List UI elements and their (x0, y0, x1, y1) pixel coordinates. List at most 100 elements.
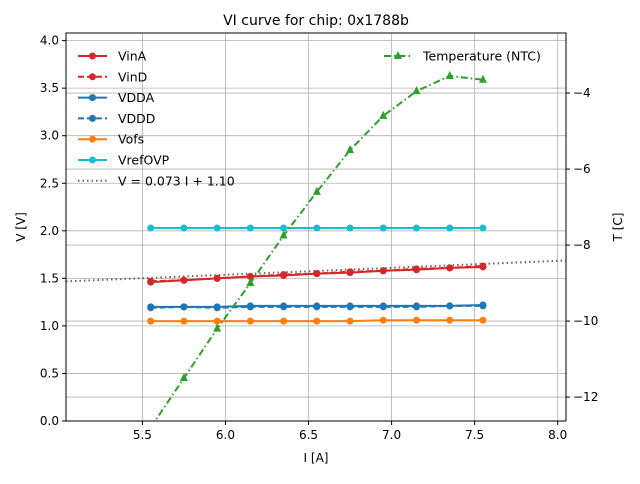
series-vddd (147, 302, 487, 312)
x-tick-label: 7.0 (382, 428, 401, 442)
data-point (412, 316, 420, 324)
data-point (312, 186, 321, 195)
data-point (246, 278, 255, 287)
legend-item: Vofs (78, 132, 144, 147)
data-point (479, 316, 487, 324)
data-point (379, 316, 387, 324)
data-point (394, 51, 402, 59)
data-point (478, 74, 487, 83)
plot-frame (65, 32, 567, 422)
data-point (89, 52, 96, 60)
y-tick-label: 0.0 (40, 414, 59, 428)
legend-item: VDDA (78, 90, 155, 105)
legend-label: V = 0.073 I + 1.10 (118, 173, 235, 188)
data-point (180, 276, 188, 284)
data-point (180, 317, 188, 325)
data-point (446, 224, 454, 232)
legend-item: Temperature (NTC) (384, 49, 541, 64)
chart-title: VI curve for chip: 0x1788b (223, 13, 409, 29)
legend-left: VinA VinD VDDA VDDD Vofs VrefOVP V = 0.073 I +… (78, 49, 235, 188)
legend-label: VrefOVP (118, 153, 170, 168)
data-point (246, 224, 254, 232)
data-point (412, 224, 420, 232)
x-tick-label: 8.0 (548, 428, 567, 442)
data-point (412, 265, 420, 273)
y-axis-right: −12 −10 −8 −6 −4 (566, 86, 598, 404)
y-tick-label: 2.0 (40, 224, 59, 238)
x-tick-label: 5.5 (133, 428, 152, 442)
y2-tick-label: −8 (573, 238, 591, 252)
data-point (89, 94, 96, 102)
data-point (179, 373, 188, 382)
data-point (180, 224, 188, 232)
legend-item: VDDD (78, 111, 155, 126)
data-point (246, 272, 254, 280)
legend-item: VinD (78, 69, 147, 84)
data-point (280, 303, 288, 311)
y2-tick-label: −10 (573, 314, 598, 328)
data-point (279, 230, 288, 239)
legend-label: Vofs (118, 132, 144, 147)
data-point (379, 224, 387, 232)
legend-item: VrefOVP (78, 153, 170, 168)
x-tick-label: 7.5 (465, 428, 484, 442)
x-axis-label: I [A] (304, 451, 329, 465)
data-point (89, 135, 96, 143)
legend-label: VDDA (118, 90, 155, 105)
series-temperature-ntc- (153, 70, 487, 421)
data-point (213, 274, 221, 282)
data-point (147, 277, 155, 285)
data-point (346, 303, 354, 311)
legend-right: Temperature (NTC) (384, 49, 541, 64)
y-tick-label: 0.5 (40, 366, 59, 380)
y-axis-left: 0.0 0.5 1.0 1.5 2.0 2.5 3.0 3.5 4.0 (40, 34, 66, 428)
legend-label: VDDD (118, 111, 155, 126)
legend-item: V = 0.073 I + 1.10 (78, 173, 235, 188)
data-point (313, 317, 321, 325)
x-axis: 5.5 6.0 6.5 7.0 7.5 8.0 (133, 421, 567, 442)
data-point (446, 316, 454, 324)
y-tick-label: 1.5 (40, 271, 59, 285)
data-point (147, 224, 155, 232)
y-tick-label: 3.5 (40, 81, 59, 95)
data-point (412, 303, 420, 311)
data-point (446, 264, 454, 272)
data-point (89, 114, 96, 122)
y-axis-label: V [V] (14, 212, 28, 242)
data-point (479, 224, 487, 232)
data-point (445, 70, 454, 79)
data-point (89, 73, 96, 81)
data-point (147, 317, 155, 325)
data-point (213, 317, 221, 325)
series-layer (66, 70, 566, 421)
data-point (412, 86, 421, 95)
data-point (446, 302, 454, 310)
data-point (89, 156, 96, 164)
data-point (213, 323, 222, 332)
data-point (346, 317, 354, 325)
y-tick-label: 3.0 (40, 129, 59, 143)
y-tick-label: 1.0 (40, 319, 59, 333)
series-line (153, 74, 484, 421)
data-point (346, 145, 355, 154)
data-point (479, 302, 487, 310)
legend-label: VinD (118, 69, 147, 84)
data-point (379, 110, 388, 119)
data-point (147, 304, 155, 312)
data-point (280, 317, 288, 325)
series-vrefovp (147, 224, 487, 232)
data-point (180, 303, 188, 311)
y2-axis-label: T [C] (611, 213, 625, 243)
data-point (280, 271, 288, 279)
y-tick-label: 2.5 (40, 176, 59, 190)
data-point (346, 268, 354, 276)
y-tick-label: 4.0 (40, 34, 59, 48)
y2-tick-label: −12 (573, 390, 598, 404)
data-point (246, 317, 254, 325)
data-point (313, 224, 321, 232)
series-vind (147, 262, 487, 285)
data-point (213, 224, 221, 232)
data-point (280, 224, 288, 232)
y2-tick-label: −6 (573, 162, 591, 176)
